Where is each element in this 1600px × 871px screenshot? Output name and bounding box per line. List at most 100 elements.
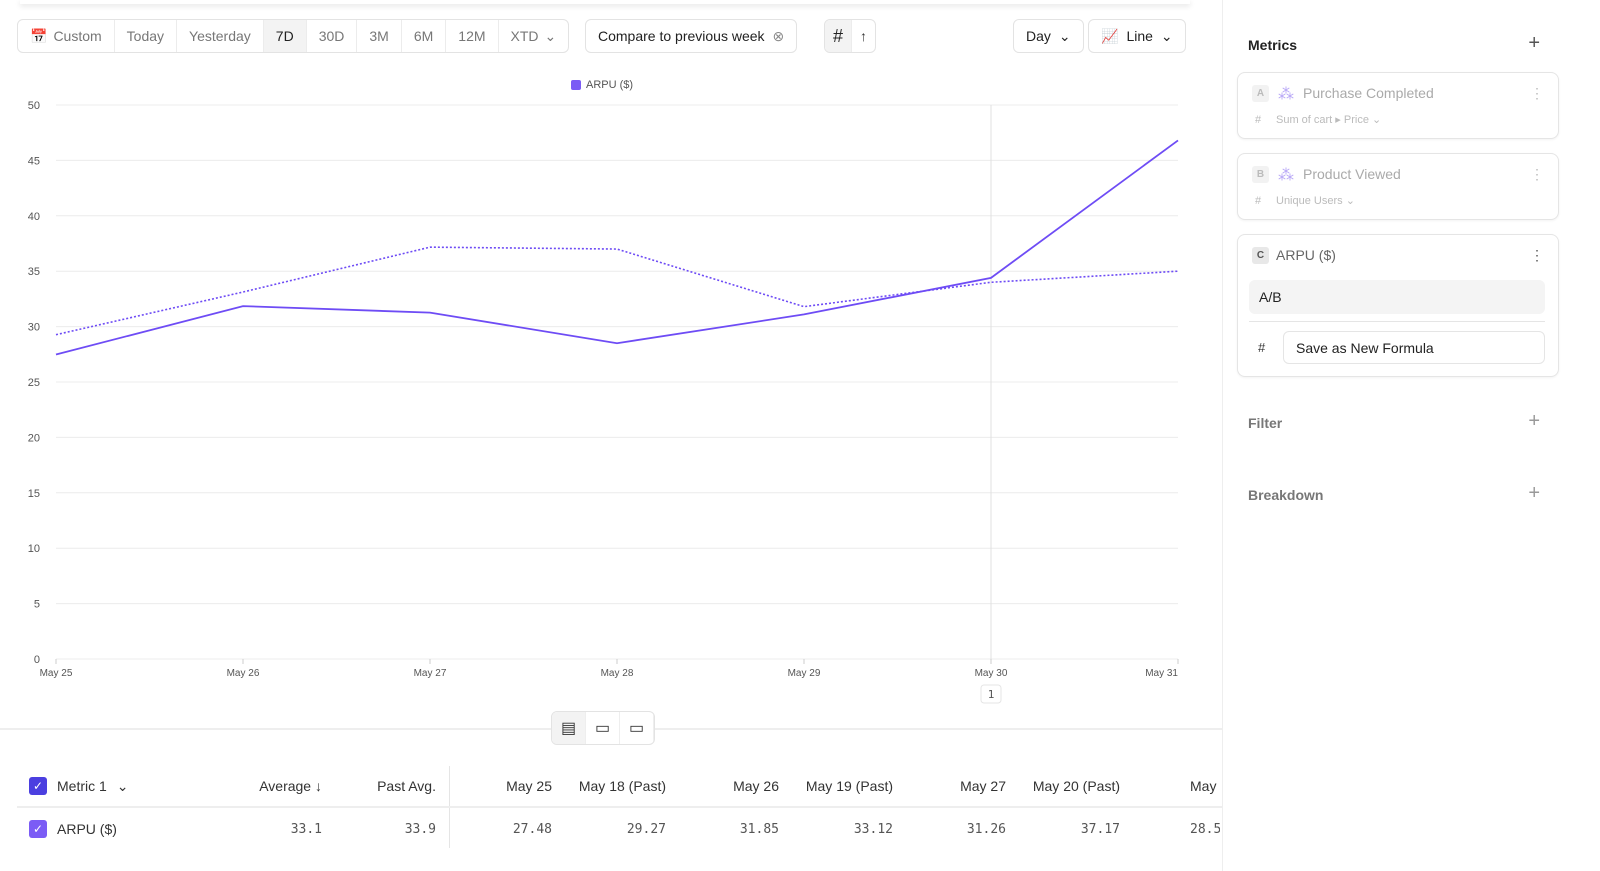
x-tick-label: May 26 (227, 668, 260, 679)
x-tick-label: May 29 (788, 668, 821, 679)
legend-swatch (571, 80, 581, 90)
date-range-selector: 📅 Custom Today Yesterday 7D 30D 3M 6M 12M… (17, 19, 570, 53)
more-icon[interactable]: ⋮ (1530, 247, 1544, 263)
aggregation-select[interactable]: Unique Users ⌄ (1276, 195, 1355, 207)
top-shadow (20, 0, 1190, 4)
chevron-down-icon: ⌄ (544, 27, 557, 44)
cell-value: 31.85 (739, 821, 779, 837)
header-col[interactable]: May 20 (Past) (1032, 778, 1120, 794)
x-tick-label: May 30 (975, 668, 1008, 679)
separator (1249, 321, 1545, 322)
hash-icon[interactable]: # (825, 20, 853, 52)
x-tick-label: May 31 (1145, 668, 1178, 679)
range-xtd[interactable]: XTD ⌄ (510, 27, 557, 45)
metrics-title: Metrics (1248, 37, 1298, 53)
cell-past-avg: 33.9 (404, 821, 436, 837)
y-tick-label: 5 (34, 599, 40, 611)
add-metric-icon[interactable]: + (1528, 32, 1540, 54)
line-chart-icon: 📈 (1101, 27, 1119, 44)
cell-value: 29.27 (626, 821, 666, 837)
formula-input[interactable]: A/B (1249, 280, 1545, 314)
y-tick-label: 45 (28, 155, 40, 167)
sidebar: Metrics + A ⁂ Purchase Completed ⋮ # Sum… (1222, 0, 1600, 871)
y-tick-label: 40 (28, 211, 40, 223)
metric-letter: A (1252, 85, 1269, 102)
range-custom[interactable]: 📅 Custom (18, 20, 115, 52)
header-col[interactable]: May 18 (Past) (578, 778, 666, 794)
header-col[interactable]: May 27 (960, 778, 1006, 794)
table-header: ✓ Metric 1 ⌄ Average ↓ Past Avg. May 25 Ma… (17, 766, 1222, 808)
header-past-avg[interactable]: Past Avg. (377, 778, 436, 794)
more-icon[interactable]: ⋮ (1530, 85, 1544, 101)
header-col[interactable]: May 26 (733, 778, 779, 794)
y-tick-label: 0 (34, 654, 40, 666)
range-30d[interactable]: 30D (307, 20, 358, 52)
data-table: ✓ Metric 1 ⌄ Average ↓ Past Avg. May 25 Ma… (17, 766, 1222, 850)
table-only-icon[interactable]: ▭ (620, 712, 654, 744)
metric-name: Purchase Completed (1303, 85, 1434, 101)
metric-card-a[interactable]: A ⁂ Purchase Completed ⋮ # Sum of cart ▸… (1237, 72, 1559, 139)
split-view-icon[interactable]: ▤ (552, 712, 586, 744)
y-tick-label: 25 (28, 377, 40, 389)
row-checkbox[interactable]: ✓ (29, 820, 47, 838)
header-average[interactable]: Average ↓ (259, 778, 322, 794)
range-12m[interactable]: 12M (446, 20, 499, 52)
cell-value: 28.5 (1190, 821, 1220, 837)
chart-only-icon[interactable]: ▭ (586, 712, 620, 744)
add-breakdown-icon[interactable]: + (1528, 482, 1540, 504)
chevron-down-icon[interactable]: ⌄ (116, 777, 129, 794)
chart-options: # ↑ (824, 19, 877, 53)
line-chart: 0 5 10 15 20 25 30 35 40 45 50 May 25 May 26 May 27 Ma… (28, 100, 1179, 704)
click-event-icon: ⁂ (1278, 167, 1294, 184)
breakdown-title: Breakdown (1248, 487, 1324, 503)
more-icon[interactable]: ⋮ (1530, 166, 1544, 182)
cell-value: 27.48 (512, 821, 552, 837)
metric-letter: C (1252, 247, 1269, 264)
header-col[interactable]: May 2 (1190, 778, 1220, 794)
filter-title: Filter (1248, 415, 1283, 431)
annotation-label: 1 (988, 688, 995, 701)
formula-card: C ARPU ($) ⋮ A/B # Save as New Formula (1237, 234, 1559, 377)
interval-select[interactable]: Day ⌄ (1013, 19, 1084, 53)
click-event-icon: ⁂ (1278, 86, 1294, 103)
range-7d[interactable]: 7D (263, 20, 307, 52)
y-tick-label: 10 (28, 543, 40, 555)
header-col[interactable]: May 25 (506, 778, 552, 794)
chevron-down-icon: ⌄ (1058, 27, 1071, 44)
y-tick-label: 15 (28, 488, 40, 500)
hash-icon: # (1258, 340, 1266, 355)
x-tick-label: May 27 (414, 668, 447, 679)
sort-desc-icon: ↓ (315, 778, 322, 794)
y-tick-label: 50 (28, 100, 40, 112)
view-switcher: ▤ ▭ ▭ (551, 711, 655, 745)
range-today[interactable]: Today (115, 20, 178, 52)
cell-value: 37.17 (1080, 821, 1120, 837)
range-yesterday[interactable]: Yesterday (177, 20, 264, 52)
checkbox-all[interactable]: ✓ (29, 777, 47, 795)
annotation-marker (980, 684, 1002, 704)
y-tick-label: 30 (28, 322, 40, 334)
series-line (55, 139, 1179, 356)
aggregation-select[interactable]: Sum of cart ▸ Price ⌄ (1276, 114, 1382, 126)
x-tick-label: May 28 (601, 668, 634, 679)
formula-name[interactable]: ARPU ($) (1276, 247, 1336, 263)
hash-icon: # (1255, 195, 1262, 207)
cell-value: 31.26 (966, 821, 1006, 837)
close-circle-icon[interactable]: ⊗ (772, 27, 785, 44)
metric-name: Product Viewed (1303, 166, 1401, 182)
y-tick-label: 20 (28, 432, 40, 444)
header-col[interactable]: May 19 (Past) (805, 778, 893, 794)
chart-legend: ARPU ($) (571, 79, 633, 91)
range-3m[interactable]: 3M (357, 20, 402, 52)
cell-value: 33.12 (853, 821, 893, 837)
range-6m[interactable]: 6M (402, 20, 447, 52)
add-filter-icon[interactable]: + (1528, 410, 1540, 432)
compare-button[interactable]: Compare to previous week ⊗ (585, 19, 798, 53)
table-row: ✓ ARPU ($) 33.1 33.9 27.48 29.27 31.85 33… (17, 808, 1222, 850)
save-formula-button[interactable]: Save as New Formula (1283, 331, 1545, 364)
chart-type-select[interactable]: 📈 Line ⌄ (1088, 19, 1186, 53)
metric-card-b[interactable]: B ⁂ Product Viewed ⋮ # Unique Users ⌄ (1237, 153, 1559, 220)
past-series-line (55, 246, 1179, 336)
arrow-up-icon[interactable]: ↑ (860, 28, 868, 44)
y-tick-label: 35 (28, 266, 40, 278)
